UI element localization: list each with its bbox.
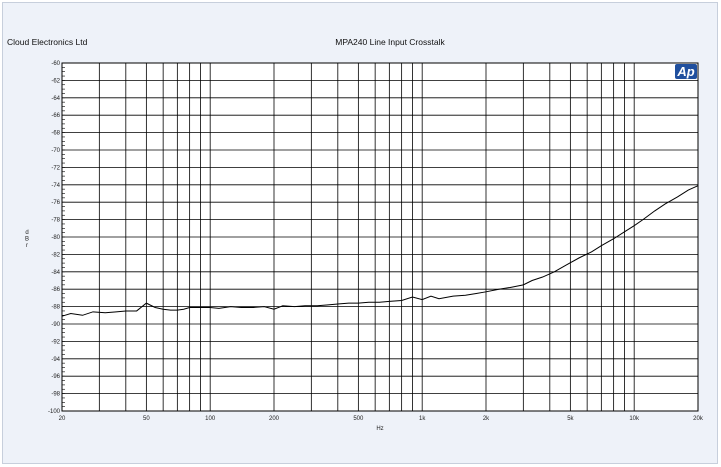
y-tick-label: -86: [51, 287, 60, 293]
ap-logo: Ap: [675, 64, 697, 79]
y-tick-label: -88: [51, 305, 60, 311]
y-tick-label: -72: [51, 165, 60, 171]
x-tick-label: 10k: [629, 416, 640, 422]
series-layer: [61, 185, 699, 317]
y-tick-label: -70: [51, 148, 60, 154]
y-tick-label: -64: [51, 96, 60, 102]
x-tick-label: 20: [59, 416, 66, 422]
x-tick-label: 500: [353, 416, 364, 422]
y-tick-label: -92: [51, 339, 60, 345]
x-tick-label: 2k: [483, 416, 490, 422]
x-tick-label: 5k: [567, 416, 574, 422]
y-tick-label: -96: [51, 374, 60, 380]
y-axis-label-letter: d: [25, 230, 28, 236]
ap-logo-text: Ap: [676, 64, 694, 79]
y-tick-label: -62: [51, 78, 60, 84]
x-tick-label: 1k: [419, 416, 426, 422]
y-tick-label: -98: [51, 392, 60, 398]
x-tick-label: 100: [205, 416, 216, 422]
y-tick-label: -82: [51, 252, 60, 258]
y-axis-ticks: -60 -62 -64 -66 -68 -70 -72 -74 -76 -78 -80 -82 -84 -…: [48, 61, 61, 415]
plot-border: [61, 62, 699, 412]
y-axis-label-letter: B: [25, 237, 29, 243]
x-axis-label: Hz: [376, 426, 383, 432]
company-name: Cloud Electronics Ltd: [7, 37, 88, 47]
y-tick-label: -60: [51, 61, 60, 67]
ap-logo-badge: [675, 64, 697, 79]
x-axis-ticks: 20 50 100 200 500 1k 2k 5k 10k 20k: [59, 416, 704, 422]
y-tick-label: -68: [51, 131, 60, 137]
y-tick-label: -100: [48, 409, 61, 415]
x-tick-label: 20k: [693, 416, 704, 422]
y-tick-label: -66: [51, 113, 60, 119]
y-tick-label: -94: [51, 357, 60, 363]
y-tick-label: -78: [51, 218, 60, 224]
x-tick-label: 50: [143, 416, 150, 422]
y-tick-label: -80: [51, 235, 60, 241]
x-tick-label: 200: [269, 416, 280, 422]
grid-lines: [61, 62, 699, 412]
y-tick-label: -74: [51, 183, 60, 189]
y-tick-label: -84: [51, 270, 60, 276]
crosstalk-series-line: [61, 185, 699, 317]
y-tick-label: -76: [51, 200, 60, 206]
chart-title: MPA240 Line Input Crosstalk: [335, 37, 445, 47]
y-tick-label: -90: [51, 322, 60, 328]
y-axis-label: dBr: [25, 230, 29, 249]
y-axis-label-letter: r: [26, 243, 28, 249]
